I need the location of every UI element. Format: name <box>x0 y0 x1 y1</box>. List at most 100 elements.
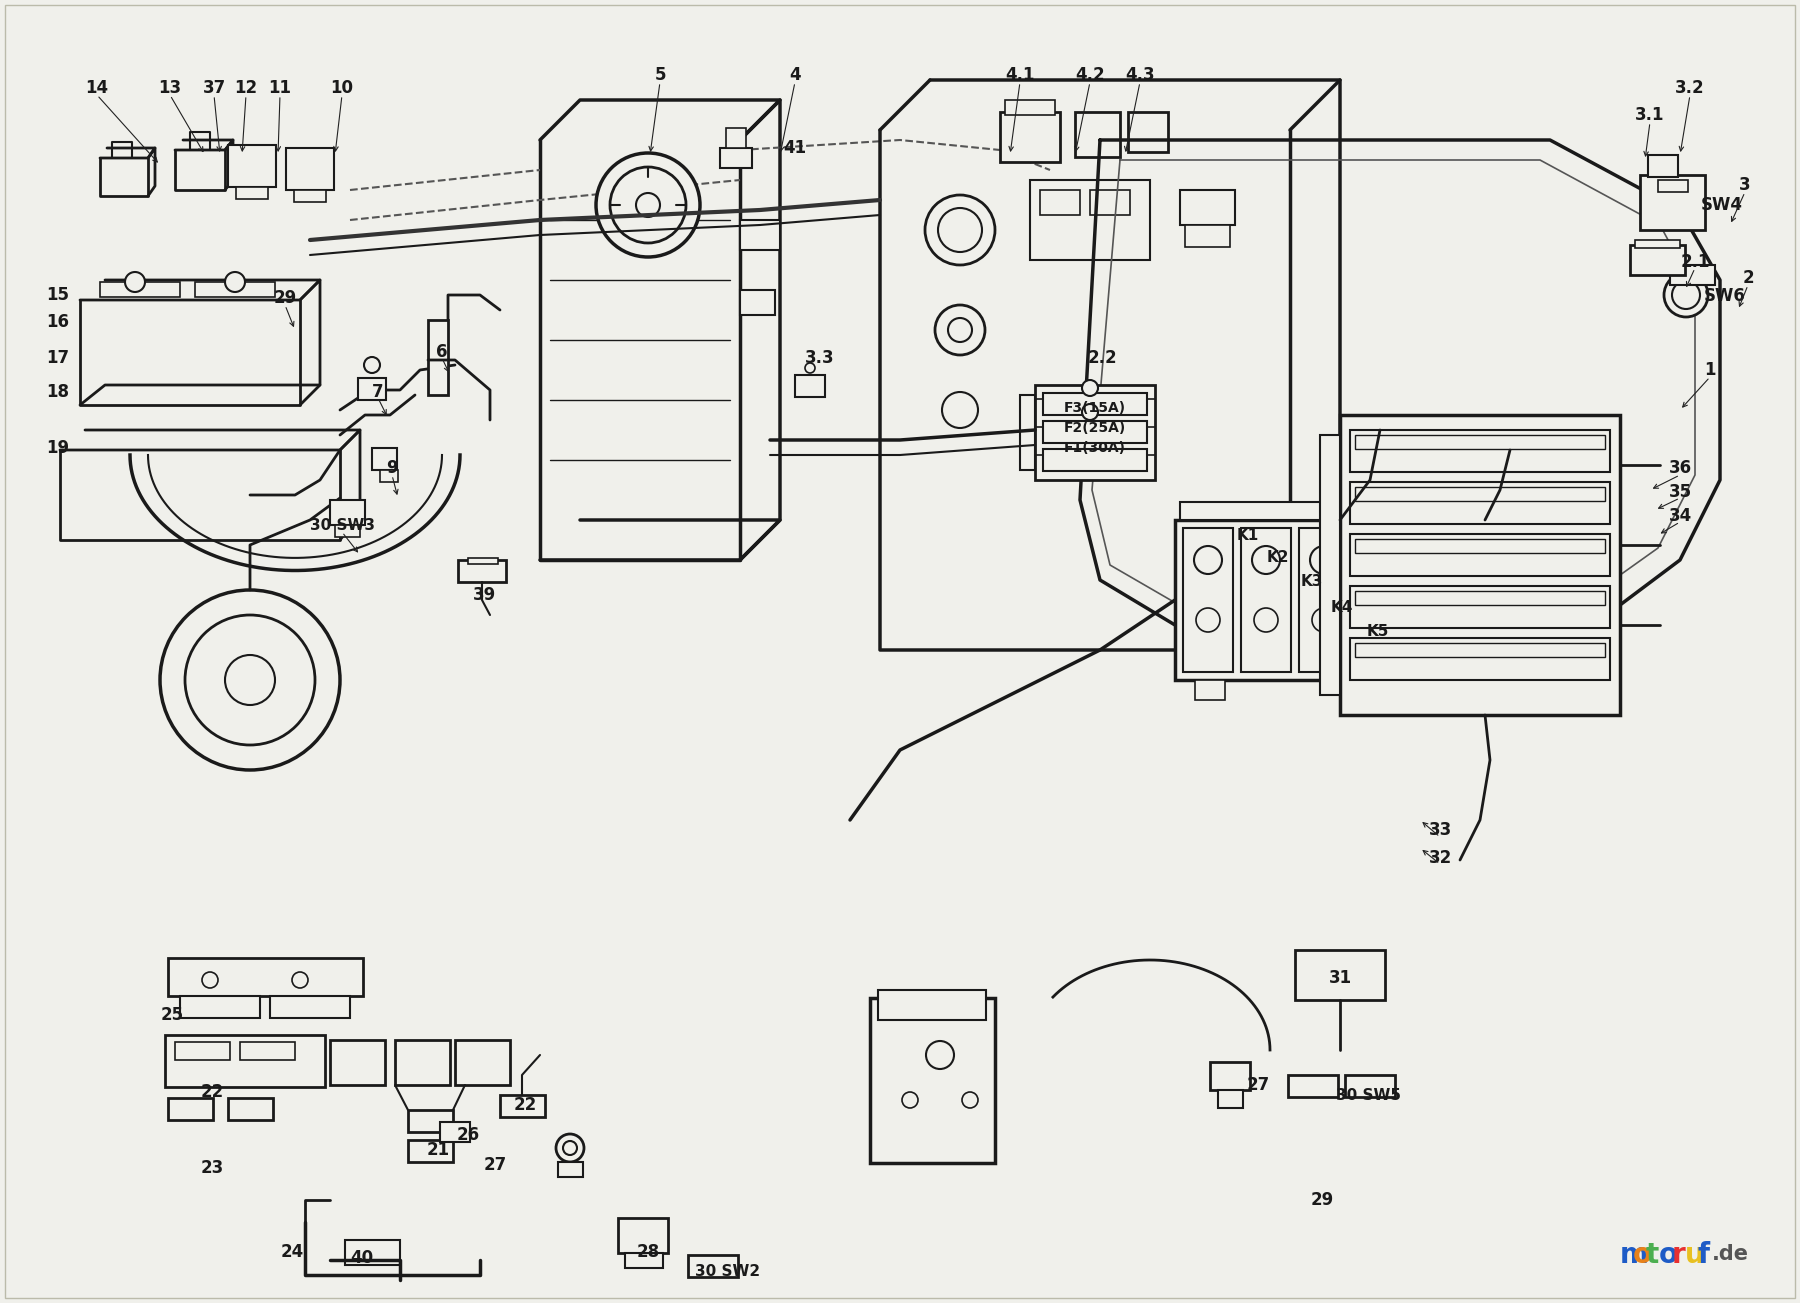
Text: 12: 12 <box>234 79 257 96</box>
Circle shape <box>563 1141 578 1154</box>
Text: 27: 27 <box>1246 1076 1269 1095</box>
Circle shape <box>1253 546 1280 575</box>
Text: 3.3: 3.3 <box>805 349 835 367</box>
Circle shape <box>805 364 815 373</box>
Text: 41: 41 <box>783 139 806 156</box>
Bar <box>1355 435 1606 450</box>
Circle shape <box>925 195 995 265</box>
Text: K3: K3 <box>1301 575 1323 589</box>
Circle shape <box>949 318 972 341</box>
Circle shape <box>185 615 315 745</box>
Bar <box>558 1162 583 1177</box>
Circle shape <box>635 193 661 218</box>
Circle shape <box>1255 609 1278 632</box>
Bar <box>101 281 180 297</box>
Bar <box>1175 520 1485 680</box>
Bar <box>1001 112 1060 162</box>
Text: 2.2: 2.2 <box>1087 349 1116 367</box>
Circle shape <box>1672 281 1699 309</box>
Text: 19: 19 <box>47 439 70 457</box>
Bar <box>1210 1062 1249 1091</box>
Bar <box>346 1240 400 1265</box>
Bar <box>1350 534 1609 576</box>
Bar <box>1355 642 1606 657</box>
Bar <box>1350 482 1609 524</box>
Text: 3: 3 <box>1739 176 1751 194</box>
Text: 7: 7 <box>373 383 383 401</box>
Text: f: f <box>1697 1240 1710 1269</box>
Text: 39: 39 <box>473 586 497 605</box>
Text: u: u <box>1685 1240 1705 1269</box>
Bar <box>625 1253 662 1268</box>
Bar <box>1631 245 1685 275</box>
Text: t: t <box>1645 1240 1660 1269</box>
Circle shape <box>1312 609 1336 632</box>
Text: 22: 22 <box>200 1083 223 1101</box>
Bar <box>1021 395 1035 470</box>
Circle shape <box>1193 546 1222 575</box>
Text: 17: 17 <box>47 349 70 367</box>
Bar <box>1091 190 1130 215</box>
Text: 29: 29 <box>274 289 297 308</box>
Bar <box>878 990 986 1020</box>
Bar <box>1042 421 1147 443</box>
Text: 3.2: 3.2 <box>1676 79 1705 96</box>
Text: 18: 18 <box>47 383 70 401</box>
Bar <box>1634 240 1679 248</box>
Bar <box>270 995 349 1018</box>
Bar <box>1649 155 1678 177</box>
Bar <box>1004 100 1055 115</box>
Text: K4: K4 <box>1330 601 1354 615</box>
Circle shape <box>1082 380 1098 396</box>
Circle shape <box>1426 546 1454 575</box>
Text: 27: 27 <box>484 1156 506 1174</box>
Text: o: o <box>1633 1240 1652 1269</box>
Bar <box>1129 112 1168 152</box>
Bar <box>1415 528 1465 672</box>
Bar <box>428 321 448 395</box>
Bar <box>1181 502 1480 520</box>
Bar <box>1240 528 1291 672</box>
Text: 14: 14 <box>85 79 108 96</box>
Bar <box>1300 528 1348 672</box>
Bar <box>167 1098 212 1121</box>
Text: 4: 4 <box>788 66 801 83</box>
Text: 22: 22 <box>513 1096 536 1114</box>
Bar <box>740 220 779 250</box>
Bar <box>1339 414 1620 715</box>
Circle shape <box>1368 546 1397 575</box>
Bar <box>1042 394 1147 414</box>
Bar <box>455 1040 509 1085</box>
Circle shape <box>938 208 983 251</box>
Text: 6: 6 <box>436 343 448 361</box>
Bar <box>1435 680 1465 700</box>
Bar <box>180 995 259 1018</box>
Bar <box>1670 265 1715 285</box>
Bar <box>1658 180 1688 192</box>
Text: 33: 33 <box>1429 821 1451 839</box>
Text: 35: 35 <box>1669 483 1692 500</box>
Circle shape <box>934 305 985 354</box>
Bar <box>1030 180 1150 261</box>
Bar <box>617 1218 668 1253</box>
Bar <box>394 1040 450 1085</box>
Bar <box>409 1140 454 1162</box>
Bar <box>869 998 995 1164</box>
Bar <box>286 149 335 190</box>
Text: F3(15A): F3(15A) <box>1064 401 1127 414</box>
Bar <box>740 291 776 315</box>
Text: F2(25A): F2(25A) <box>1064 421 1127 435</box>
Text: .de: .de <box>1712 1244 1750 1264</box>
Text: 11: 11 <box>268 79 292 96</box>
Bar <box>380 470 398 482</box>
Bar <box>373 448 398 470</box>
Bar <box>1357 528 1408 672</box>
Bar <box>1355 592 1606 605</box>
Circle shape <box>292 972 308 988</box>
Text: 15: 15 <box>47 285 70 304</box>
Bar <box>1289 1075 1337 1097</box>
Bar <box>194 281 275 297</box>
Circle shape <box>596 152 700 257</box>
Bar <box>688 1255 738 1277</box>
Text: 30 SW2: 30 SW2 <box>695 1264 761 1280</box>
